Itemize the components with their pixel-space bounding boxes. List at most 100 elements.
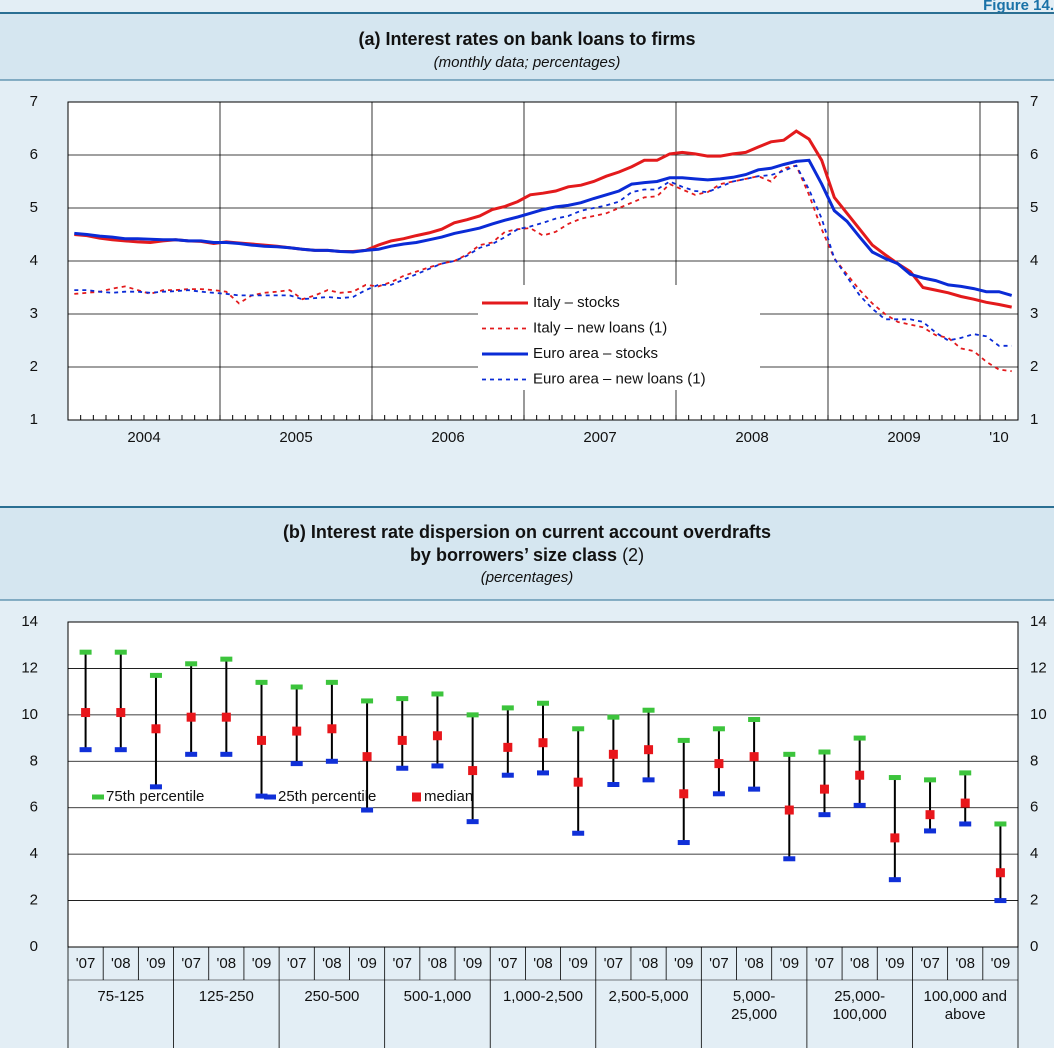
p75-marker (325, 679, 338, 685)
x-tick-label: 2006 (431, 429, 464, 446)
p75-marker (959, 770, 972, 776)
p25-marker (677, 840, 690, 846)
x-tick-label: 2008 (735, 429, 768, 446)
x-tick-label: '08 (850, 955, 870, 972)
y-tick-label: 0 (30, 938, 38, 955)
group-label: 2,500-5,000 (608, 988, 689, 1005)
p25-marker (994, 898, 1007, 904)
x-tick-label: '10 (989, 429, 1009, 446)
legend-swatch (264, 794, 276, 800)
p25-marker (325, 758, 338, 764)
median-marker (257, 735, 267, 745)
x-tick-label: '08 (533, 955, 553, 972)
median-marker (186, 712, 196, 722)
median-marker (644, 745, 654, 755)
p25-marker (255, 793, 268, 799)
y2-tick-label: 6 (1030, 146, 1038, 163)
y-tick-label: 6 (30, 146, 38, 163)
x-tick-label: '07 (287, 955, 307, 972)
line-series (74, 164, 1012, 373)
y2-tick-label: 5 (1030, 199, 1038, 216)
x-tick-label: '09 (674, 955, 694, 972)
y2-tick-label: 4 (1030, 252, 1038, 269)
legend-label: 75th percentile (106, 788, 204, 805)
y2-tick-label: 2 (1030, 892, 1038, 909)
x-tick-label: 2009 (887, 429, 920, 446)
y2-tick-label: 0 (1030, 938, 1038, 955)
x-tick-label: '07 (392, 955, 412, 972)
group-label: 100,000 and above (923, 988, 1007, 1023)
y-tick-label: 5 (30, 199, 38, 216)
p25-marker (888, 877, 901, 883)
y-tick-label: 1 (30, 411, 38, 428)
p75-marker (994, 821, 1007, 827)
p75-marker (149, 672, 162, 678)
p75-marker (396, 696, 409, 702)
median-marker (784, 805, 794, 815)
x-tick-label: '07 (76, 955, 96, 972)
p75-marker (501, 705, 514, 711)
x-tick-label: '09 (146, 955, 166, 972)
p25-marker (149, 784, 162, 790)
p25-marker (501, 772, 514, 778)
x-tick-label: '07 (498, 955, 518, 972)
median-marker (855, 770, 865, 780)
p25-marker (959, 821, 972, 827)
median-marker (327, 724, 337, 734)
legend-label: Euro area – new loans (1) (533, 370, 706, 387)
p25-marker (748, 786, 761, 792)
y-tick-label: 4 (30, 845, 38, 862)
median-marker (151, 724, 161, 734)
p25-marker (924, 828, 937, 834)
x-tick-label: '09 (463, 955, 483, 972)
group-label: 5,000- 25,000 (731, 988, 778, 1023)
p25-marker (220, 751, 233, 757)
p75-marker (642, 707, 655, 713)
p25-marker (783, 856, 796, 862)
legend-swatch (92, 794, 104, 800)
x-tick-label: '07 (815, 955, 835, 972)
y-tick-label: 3 (30, 305, 38, 322)
p25-marker (712, 791, 725, 797)
figure-label: Figure 14. (983, 0, 1054, 14)
group-label: 125-250 (198, 988, 254, 1005)
x-tick-label: '07 (709, 955, 729, 972)
median-marker (468, 766, 478, 776)
x-tick-label: '08 (744, 955, 764, 972)
y2-tick-label: 8 (1030, 752, 1038, 769)
p25-marker (537, 770, 549, 776)
y2-tick-label: 7 (1030, 93, 1038, 110)
y2-tick-label: 4 (1030, 845, 1038, 862)
median-marker (819, 784, 829, 794)
group-label: 250-500 (304, 988, 360, 1005)
x-tick-label: '09 (252, 955, 272, 972)
median-marker (292, 726, 302, 736)
median-marker (432, 731, 442, 741)
chart-subtitle: (monthly data; percentages) (434, 54, 621, 71)
y-tick-label: 8 (30, 752, 38, 769)
p25-marker (396, 765, 409, 771)
median-marker (362, 752, 372, 762)
line-series (74, 158, 1013, 297)
p25-marker (853, 802, 866, 808)
x-tick-label: 2004 (127, 429, 160, 446)
p25-marker (466, 819, 479, 825)
x-tick-label: '09 (780, 955, 800, 972)
median-marker (573, 777, 583, 787)
x-tick-label: '08 (217, 955, 237, 972)
y2-tick-label: 2 (1030, 358, 1038, 375)
y-tick-label: 2 (30, 892, 38, 909)
x-tick-label: '09 (991, 955, 1011, 972)
p75-marker (853, 735, 866, 741)
p75-marker (537, 700, 549, 706)
x-tick-label: '08 (639, 955, 659, 972)
group-label: 500-1,000 (403, 988, 472, 1005)
y-tick-label: 12 (21, 659, 38, 676)
p75-marker (431, 691, 444, 697)
legend-label: Italy – new loans (1) (533, 319, 667, 336)
y-tick-label: 2 (30, 358, 38, 375)
header-b (0, 507, 1054, 600)
y2-tick-label: 10 (1030, 706, 1047, 723)
p25-marker (290, 761, 303, 767)
